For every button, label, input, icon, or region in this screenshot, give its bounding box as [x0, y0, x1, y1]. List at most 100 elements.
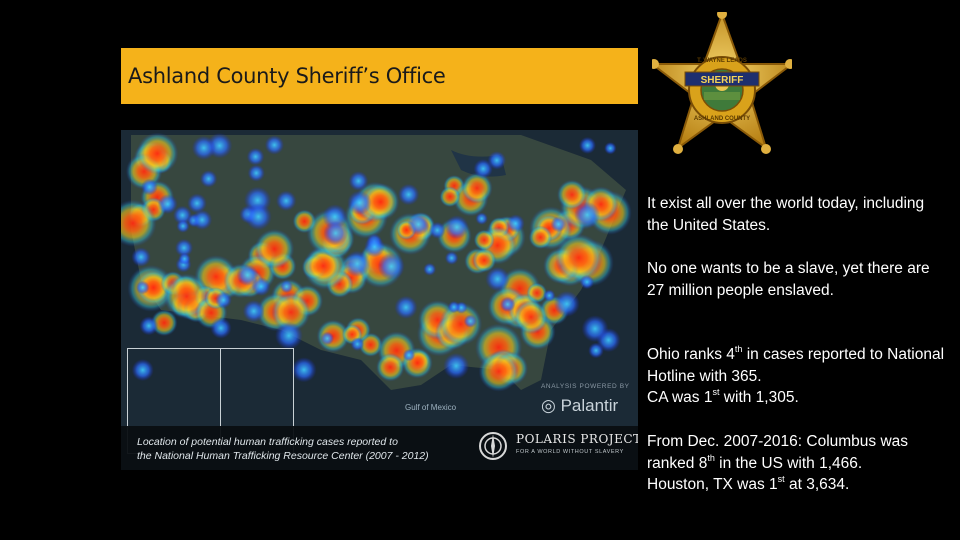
map-caption: Location of potential human trafficking … [137, 435, 467, 463]
heat-blob-cool [550, 216, 567, 233]
polaris-compass-icon [479, 432, 507, 460]
heat-blob-cool [588, 342, 604, 359]
heat-blob-cool [423, 262, 437, 276]
heat-blob-cool [141, 178, 158, 196]
heat-blob-cool [176, 219, 190, 233]
heat-blob-cool [178, 252, 191, 266]
heat-blob-cool [500, 296, 516, 313]
heat-blob-cool [377, 252, 405, 281]
heat-blob-cool [276, 190, 297, 211]
badge-banner-text: SHERIFF [701, 75, 744, 86]
heat-blob-cool [280, 280, 294, 294]
heat-blob-cool [264, 135, 284, 155]
powered-by-label: ANALYSIS POWERED BY [541, 383, 630, 390]
p3-sup-2: st [712, 387, 720, 397]
polaris-tagline: FOR A WORLD WITHOUT SLAVERY [516, 449, 624, 455]
heat-blob [554, 233, 603, 282]
heat-blob-cool [443, 352, 470, 379]
heat-blob-cool [247, 164, 265, 182]
p3-text-b: in cases reported to National Hotline wi… [647, 346, 945, 385]
heat-blob-cool [135, 280, 150, 295]
p4-sup-2: st [777, 474, 785, 484]
p3-text-d: with 1,305. [719, 389, 799, 406]
heat-blob-cool [394, 295, 418, 319]
map-caption-strip: Location of potential human trafficking … [121, 426, 638, 470]
heat-blob-cool [487, 151, 507, 170]
heat-blob-cool [131, 359, 154, 382]
heat-blob [361, 183, 400, 221]
heat-blob-cool [579, 274, 595, 290]
heat-blob-cool [320, 331, 335, 346]
heat-blob-cool [210, 317, 232, 339]
heat-blob-cool [246, 147, 265, 166]
paragraph-1: It exist all over the world today, inclu… [647, 195, 925, 234]
polaris-name: POLARIS PROJECT [516, 432, 638, 446]
badge-top-text: T. WAYNE LEADS [697, 58, 747, 64]
p3-text-a: Ohio ranks 4 [647, 346, 735, 363]
heat-blob-cool [215, 291, 232, 309]
heat-blob [461, 172, 493, 204]
p4-text-a: From Dec. 2007-2016: Columbus was ranked… [647, 433, 909, 472]
heat-blob-cool [553, 290, 580, 317]
us-heatmap [121, 130, 638, 470]
heat-blob [439, 186, 461, 208]
heat-blob-cool [407, 213, 430, 236]
heat-blob-cool [187, 193, 207, 214]
heat-blob-cool [291, 357, 317, 383]
heat-blob-cool [444, 251, 459, 265]
p3-sup-1: th [734, 344, 743, 354]
heat-blob-cool [473, 159, 493, 179]
heat-blob-cool [251, 277, 271, 296]
paragraph-3: Ohio ranks 4th in cases reported to Nati… [647, 344, 947, 409]
heat-blob [254, 229, 295, 269]
heat-blob-cool [428, 221, 446, 239]
heat-blob-cool [364, 236, 385, 258]
p3-text-c: CA was 1 [647, 389, 713, 406]
title-bar: Ashland County Sheriff’s Office [121, 48, 638, 104]
p4-text-b: in the US with 1,466. [714, 454, 863, 472]
palantir-logo: ◎ Palantir [541, 396, 619, 415]
heat-blob-cool [350, 337, 365, 351]
heat-blob-cool [191, 135, 216, 160]
heat-blob [478, 351, 519, 392]
p4-sup-1: th [707, 452, 715, 463]
heat-blob-cool [236, 264, 259, 286]
paragraph-2: No one wants to be a slave, yet there ar… [647, 260, 930, 299]
heat-blob-cool [447, 300, 461, 314]
heat-blob-cool [475, 212, 488, 225]
polaris-project-logo: POLARIS PROJECT FOR A WORLD WITHOUT SLAV… [476, 430, 638, 462]
paragraph-4: From Dec. 2007-2016: Columbus was ranked… [647, 431, 947, 496]
heat-blob [271, 292, 311, 332]
heat-blob-cool [275, 321, 303, 350]
heat-blob-cool [578, 136, 597, 154]
heat-blob-cool [174, 238, 194, 257]
p4-text-c: Houston, TX was 1 [647, 476, 778, 493]
heat-blob-cool [157, 194, 178, 215]
heat-blob-cool [348, 171, 369, 191]
heat-blob-cool [574, 201, 601, 228]
p4-text-d: at 3,634. [784, 476, 850, 493]
heat-blob-cool [323, 220, 348, 246]
heat-blob-cool [402, 348, 416, 362]
heat-blob-cool [463, 314, 478, 328]
slide-title: Ashland County Sheriff’s Office [128, 64, 446, 88]
heat-blob-cool [397, 183, 420, 206]
heat-blob-cool [485, 266, 510, 292]
heat-blob [136, 132, 179, 175]
heat-blob-cool [581, 315, 609, 343]
caption-line-2: the National Human Trafficking Resource … [137, 450, 429, 462]
heat-blob-cool [199, 170, 218, 188]
heat-blob-cool [242, 300, 265, 323]
heat-blob [473, 229, 495, 251]
heat-blob [472, 248, 497, 273]
badge-bottom-text: ASHLAND COUNTY [694, 116, 750, 122]
heat-blob-cool [344, 250, 371, 277]
trafficking-heatmap-image: Gulf of Mexico ANALYSIS POWERED BY ◎ Pal… [121, 130, 638, 470]
caption-line-1: Location of potential human trafficking … [137, 436, 398, 448]
heat-blob-cool [506, 214, 525, 233]
heat-blob [438, 302, 483, 346]
heat-blob-cool [444, 215, 469, 240]
heat-blob [528, 225, 553, 250]
gulf-of-mexico-label: Gulf of Mexico [405, 403, 457, 412]
inset-divider [220, 349, 221, 453]
